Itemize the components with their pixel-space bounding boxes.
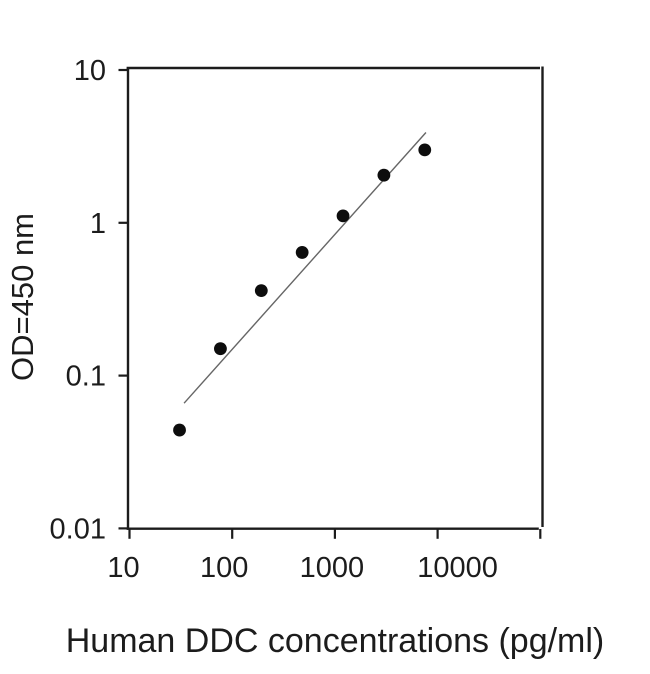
data-point <box>295 246 309 259</box>
x-tick-label: 10 <box>107 552 139 584</box>
x-tick-label: 1000 <box>300 552 365 584</box>
data-point <box>173 423 186 437</box>
x-axis-title: Human DDC concentrations (pg/ml) <box>66 622 605 660</box>
data-point <box>418 143 432 157</box>
y-tick-label: 1 <box>90 208 106 240</box>
ticks-layer: 10 100 1000 10000 10 1 0.1 0.01 <box>50 55 542 584</box>
y-axis-title: OD=450 nm <box>5 213 40 381</box>
axes-layer <box>126 66 544 530</box>
y-tick-label: 0.01 <box>50 513 106 545</box>
data-point <box>254 284 268 297</box>
y-tick-label: 0.1 <box>66 361 106 393</box>
data-point <box>336 209 350 223</box>
data-point <box>214 342 227 356</box>
x-tick-label: 100 <box>200 552 248 584</box>
data-point <box>377 168 391 182</box>
y-tick-label: 10 <box>74 55 106 87</box>
x-tick-label: 10000 <box>417 552 498 584</box>
data-layer <box>173 132 432 437</box>
